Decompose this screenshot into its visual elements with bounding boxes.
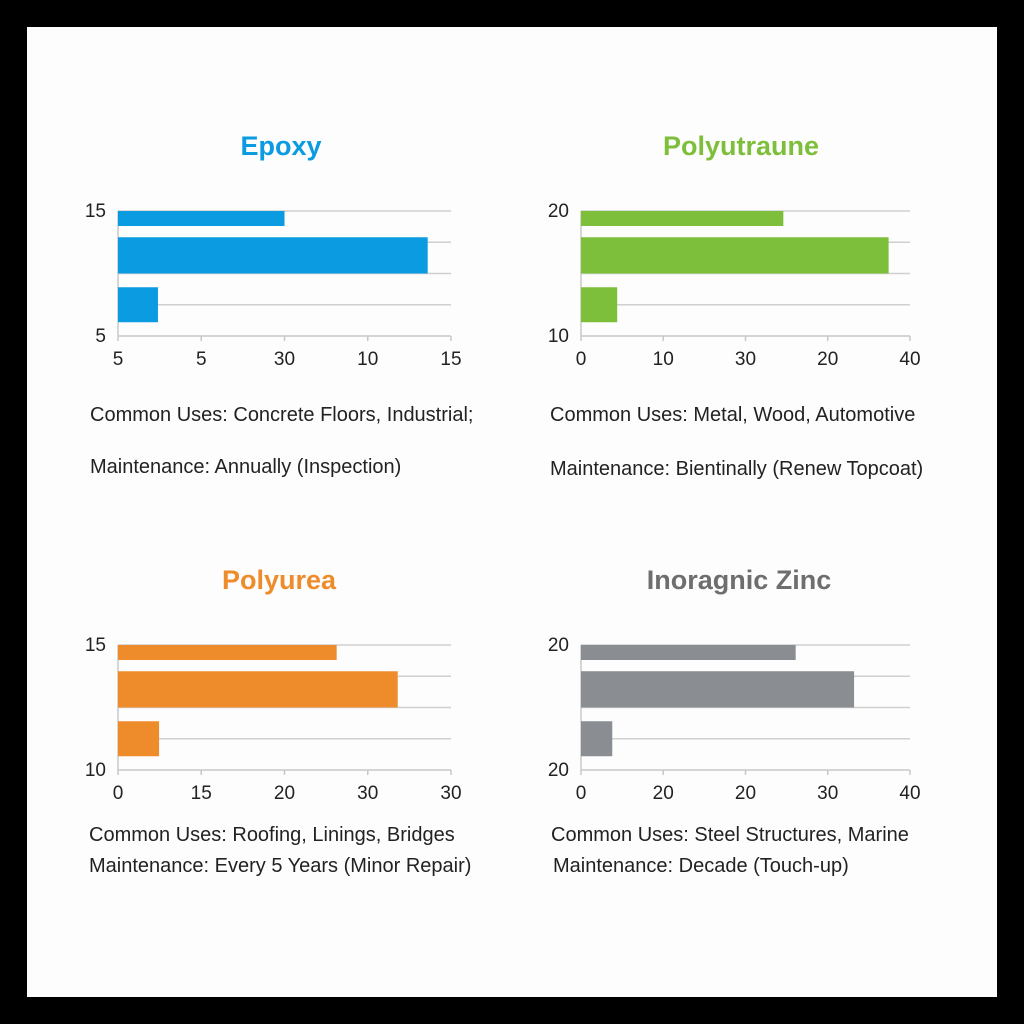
- bar: [118, 645, 337, 660]
- bar: [581, 645, 796, 660]
- x-tick-label: 30: [357, 783, 378, 804]
- x-tick-label: 30: [274, 349, 295, 370]
- y-tick-label: 20: [548, 635, 569, 656]
- y-tick-label: 10: [85, 760, 106, 781]
- title-epoxy: Epoxy: [240, 131, 322, 161]
- bar: [118, 211, 285, 226]
- title-inorganic-zinc: Inoragnic Zinc: [646, 565, 832, 595]
- bar: [581, 287, 618, 323]
- x-tick-label: 20: [274, 783, 295, 804]
- x-tick-label: 40: [899, 783, 920, 804]
- bar: [581, 237, 889, 274]
- x-tick-label: 0: [576, 783, 587, 804]
- x-tick-label: 5: [113, 349, 124, 370]
- x-tick-label: 5: [196, 349, 207, 370]
- title-polyurea: Polyurea: [221, 565, 337, 595]
- x-tick-label: 30: [735, 349, 756, 370]
- bar: [581, 211, 784, 226]
- x-tick-label: 40: [899, 349, 920, 370]
- x-tick-label: 20: [735, 783, 756, 804]
- x-tick-label: 10: [653, 349, 674, 370]
- y-tick-label: 15: [85, 635, 106, 656]
- x-tick-label: 0: [113, 783, 124, 804]
- y-tick-label: 5: [95, 326, 106, 347]
- x-tick-label: 15: [440, 349, 461, 370]
- y-tick-label: 20: [548, 760, 569, 781]
- x-tick-label: 15: [191, 783, 212, 804]
- bar: [118, 671, 398, 708]
- x-tick-label: 20: [653, 783, 674, 804]
- polyurethane-uses: Common Uses: Metal, Wood, Automotive: [550, 404, 916, 426]
- epoxy-uses: Common Uses: Concrete Floors, Industrial…: [90, 404, 474, 426]
- y-tick-label: 10: [548, 326, 569, 347]
- bar: [581, 671, 855, 708]
- polyurea-uses: Common Uses: Roofing, Linings, Bridges: [89, 824, 455, 846]
- x-tick-label: 20: [817, 349, 838, 370]
- bar: [581, 721, 613, 757]
- epoxy-maintenance: Maintenance: Annually (Inspection): [90, 456, 402, 478]
- polyurethane-maintenance: Maintenance: Bientinally (Renew Topcoat): [550, 458, 924, 480]
- bar: [118, 721, 160, 757]
- x-tick-label: 0: [576, 349, 587, 370]
- zinc-uses: Common Uses: Steel Structures, Marine: [551, 824, 909, 846]
- chart-frame: [27, 27, 997, 997]
- y-tick-label: 15: [85, 201, 106, 222]
- title-polyurethane: Polyutraune: [662, 131, 820, 161]
- polyurea-maintenance: Maintenance: Every 5 Years (Minor Repair…: [89, 855, 472, 877]
- x-tick-label: 30: [440, 783, 461, 804]
- x-tick-label: 10: [357, 349, 378, 370]
- bar: [118, 237, 428, 274]
- y-tick-label: 20: [548, 201, 569, 222]
- bar: [118, 287, 158, 323]
- zinc-maintenance: Maintenance: Decade (Touch-up): [553, 855, 849, 877]
- x-tick-label: 30: [817, 783, 838, 804]
